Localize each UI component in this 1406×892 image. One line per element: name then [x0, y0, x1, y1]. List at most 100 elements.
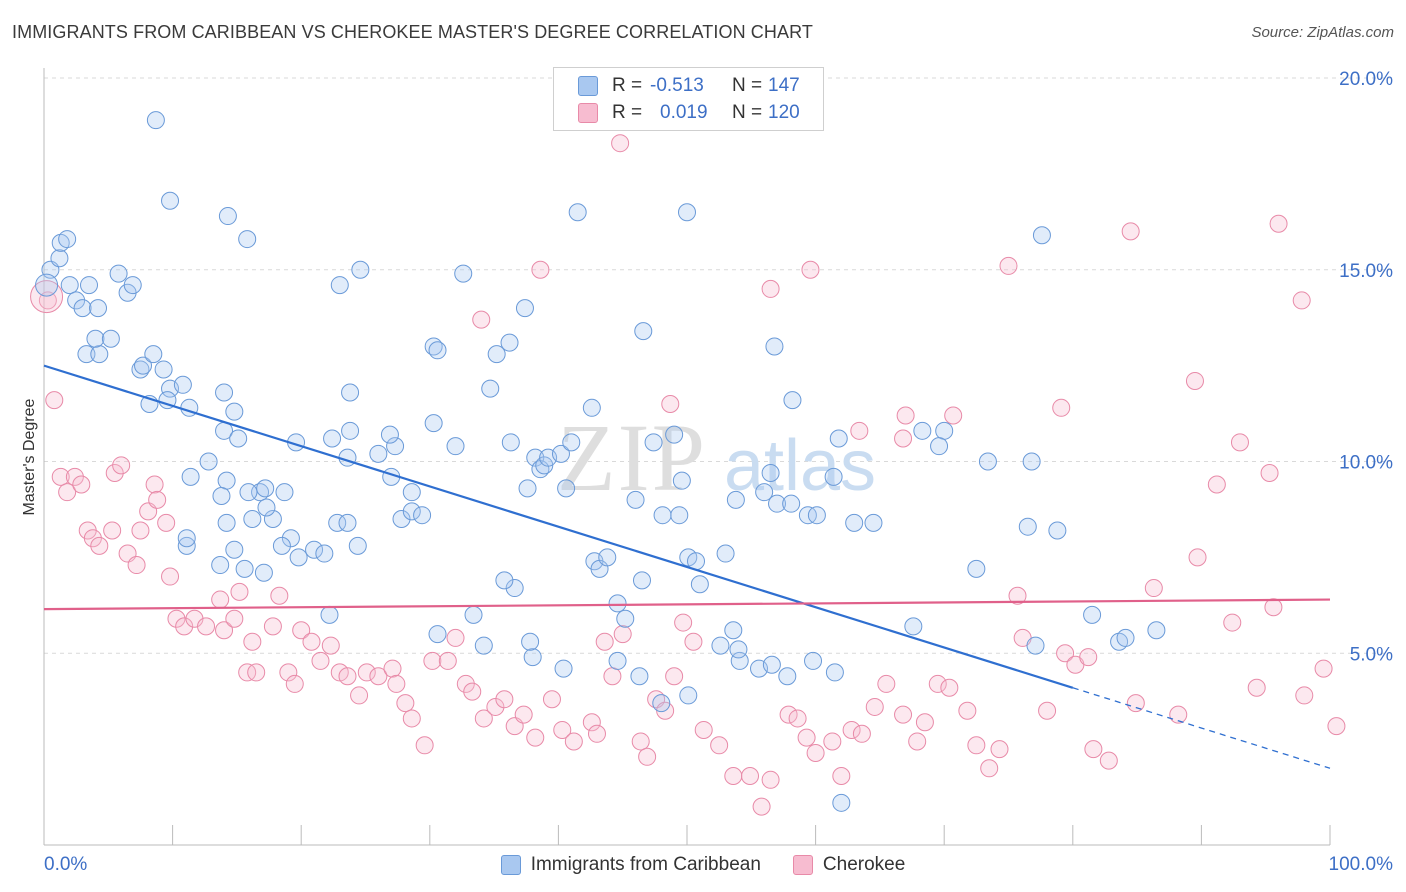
cherokee-point	[1038, 701, 1057, 720]
cherokee-point	[852, 724, 871, 743]
caribbean-point	[392, 510, 411, 529]
caribbean-point	[225, 402, 244, 421]
cherokee-point	[724, 766, 743, 785]
caribbean-point	[798, 506, 817, 525]
y-tick-labels: 5.0% 10.0% 15.0% 20.0%	[1339, 69, 1393, 665]
caribbean-point	[109, 264, 128, 283]
cherokee-trend-line	[43, 598, 1331, 611]
caribbean-point	[935, 421, 954, 440]
caribbean-point	[501, 433, 520, 452]
cherokee-point	[215, 621, 234, 640]
r-label: R =	[612, 75, 643, 96]
caribbean-point	[652, 694, 671, 713]
caribbean-point	[481, 379, 500, 398]
caribbean-point	[904, 617, 923, 636]
caribbean-point	[402, 483, 421, 502]
caribbean-point	[678, 203, 696, 222]
cherokee-point	[127, 556, 146, 575]
cherokee-point	[1056, 644, 1075, 663]
caribbean-point	[369, 444, 388, 463]
cherokee-point	[1126, 694, 1145, 713]
caribbean-point	[173, 375, 192, 394]
caribbean-point	[90, 345, 109, 364]
cherokee-point	[387, 674, 406, 693]
caribbean-trend-extension	[1072, 687, 1331, 769]
cherokee-point	[582, 713, 601, 732]
caribbean-point	[263, 510, 282, 529]
caribbean-point	[626, 490, 645, 509]
caribbean-point	[1032, 226, 1051, 245]
caribbean-point	[665, 425, 684, 444]
caribbean-point	[272, 536, 291, 555]
caribbean-point	[73, 299, 92, 318]
cherokee-point	[472, 310, 491, 329]
caribbean-point	[825, 663, 844, 682]
cherokee-point	[357, 663, 376, 682]
caribbean-point	[804, 651, 823, 670]
cherokee-point	[225, 609, 244, 628]
caribbean-point	[474, 636, 493, 655]
cherokee-point	[542, 690, 561, 709]
cherokee-point	[51, 467, 70, 486]
legend-item-cherokee[interactable]: Cherokee	[792, 854, 905, 876]
caribbean-point	[386, 437, 405, 456]
caribbean-point	[653, 506, 672, 525]
x-tick-label-min: 0.0%	[44, 854, 87, 875]
caribbean-point	[402, 502, 421, 521]
caribbean-point	[551, 444, 570, 463]
caribbean-point	[464, 605, 483, 624]
cherokee-point	[1099, 751, 1118, 770]
cherokee-point	[263, 617, 282, 636]
cherokee-point	[1144, 579, 1163, 598]
cherokee-point	[752, 797, 771, 816]
cherokee-point	[446, 628, 465, 647]
cherokee-point	[145, 475, 164, 494]
cherokee-point	[940, 678, 959, 697]
legend-row-caribbean: R = -0.513 N = 147	[578, 73, 800, 99]
x-tick-label-max: 100.0%	[1329, 854, 1394, 875]
y-axis-label: Master's Degree	[21, 398, 38, 515]
cherokee-point	[45, 391, 64, 410]
caribbean-point	[598, 548, 617, 567]
caribbean-point	[761, 464, 780, 483]
caribbean-point	[212, 487, 231, 506]
caribbean-point	[913, 421, 932, 440]
caribbean-point	[305, 540, 324, 559]
cherokee-point	[761, 770, 780, 789]
caribbean-point	[1026, 636, 1045, 655]
cherokee-point	[587, 724, 606, 743]
cherokee-point	[928, 674, 947, 693]
cherokee-point	[90, 536, 109, 555]
caribbean-point	[562, 433, 581, 452]
caribbean-point	[161, 191, 180, 210]
trend-lines	[43, 364, 1331, 769]
cherokee-point	[157, 513, 176, 532]
n-label: N =	[732, 75, 763, 96]
cherokee-point	[1292, 291, 1311, 310]
cherokee-point	[292, 621, 311, 640]
cherokee-point	[944, 406, 963, 425]
cherokee-point	[832, 766, 851, 785]
cherokee-point	[526, 728, 545, 747]
cherokee-point	[915, 713, 934, 732]
cherokee-point	[112, 456, 131, 475]
y-tick-label: 5.0%	[1350, 644, 1393, 665]
cherokee-point	[211, 590, 230, 609]
cherokee-point	[967, 736, 986, 755]
caribbean-point	[428, 625, 447, 644]
legend-row-cherokee: R = 0.019 N = 120	[578, 100, 800, 126]
cherokee-point	[72, 475, 91, 494]
caribbean-point	[554, 659, 573, 678]
caribbean-point	[716, 544, 735, 563]
cherokee-point	[980, 759, 999, 778]
legend-item-caribbean[interactable]: Immigrants from Caribbean	[500, 854, 761, 876]
cherokee-point	[999, 256, 1018, 275]
cherokee-point	[865, 697, 884, 716]
caribbean-point	[281, 529, 300, 548]
cherokee-point	[423, 651, 442, 670]
cherokee-point	[896, 406, 915, 425]
cherokee-point	[238, 663, 257, 682]
cherokee-point	[456, 674, 475, 693]
n-value: 147	[768, 75, 800, 96]
caribbean-point-large	[35, 273, 59, 297]
